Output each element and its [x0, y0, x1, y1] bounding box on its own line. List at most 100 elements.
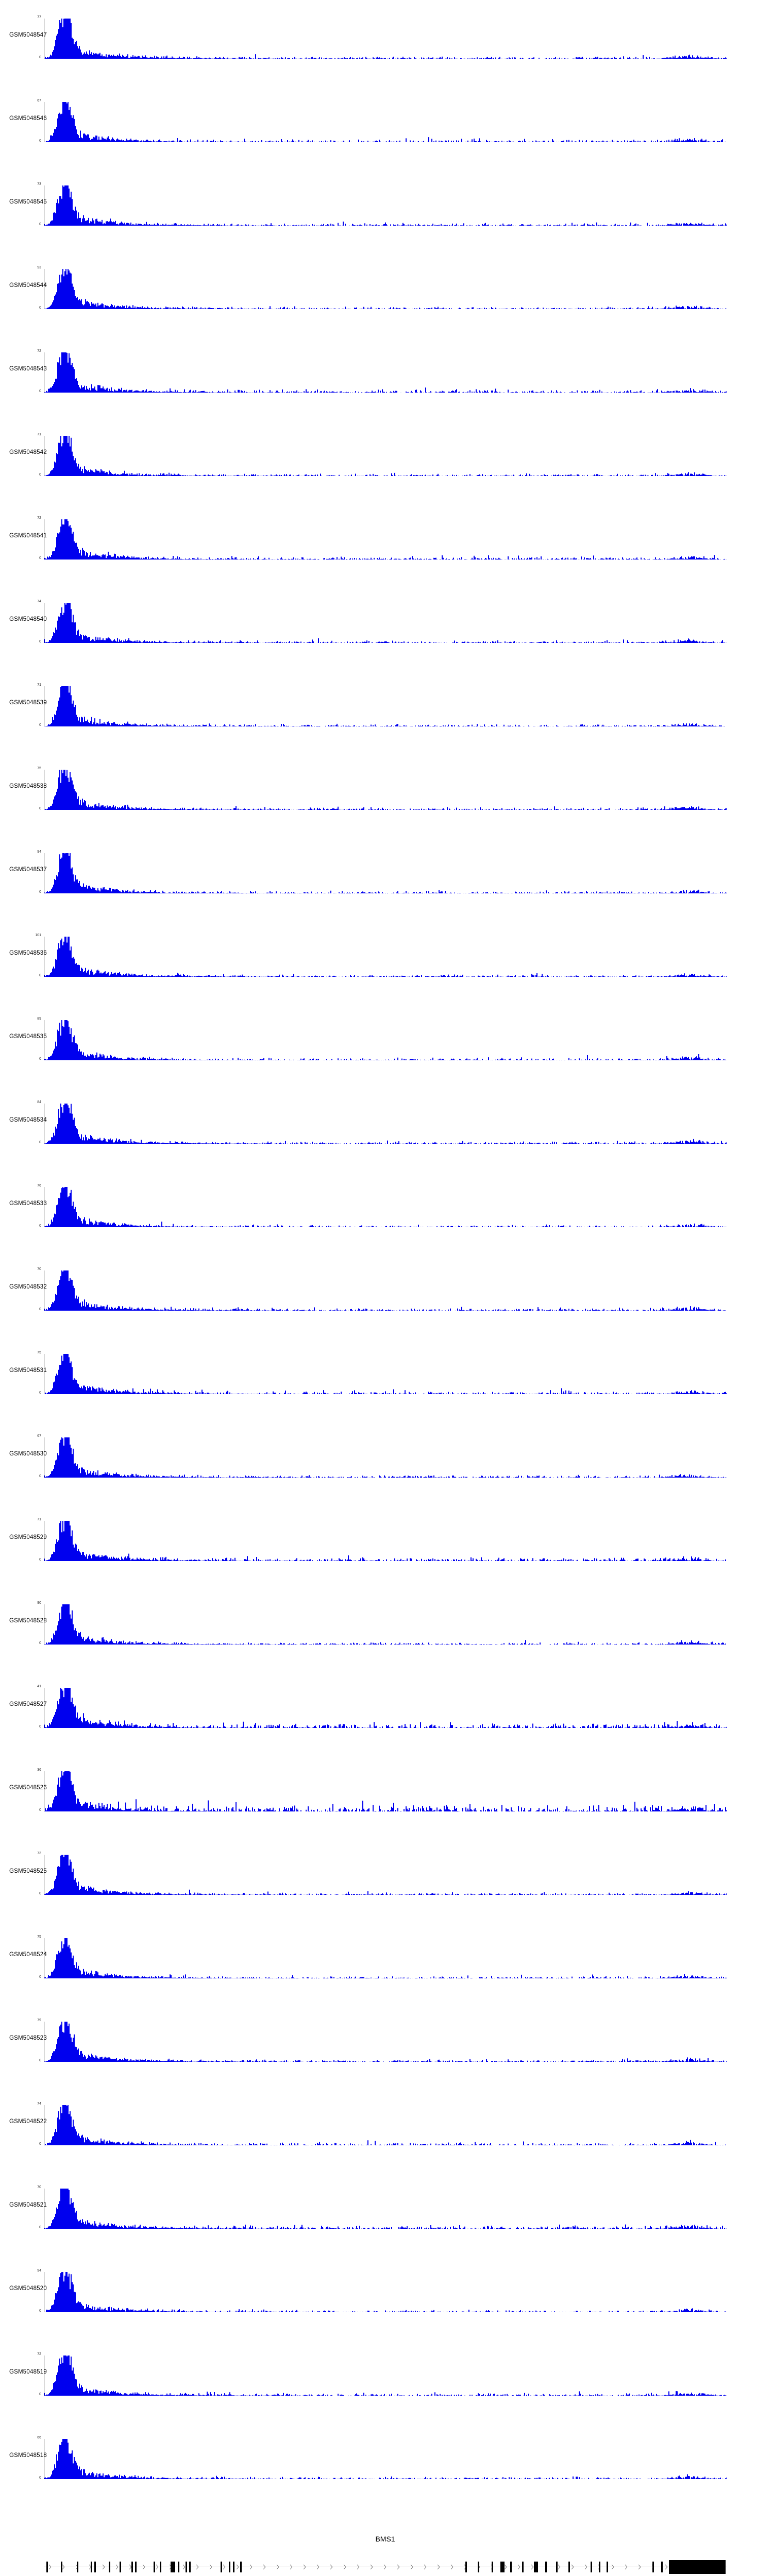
exon-box: [492, 2562, 493, 2572]
coverage-histogram: [44, 1354, 727, 1394]
coverage-track: GSM5048524 75 0: [0, 1934, 773, 2018]
track-yaxis-max-label: 89: [37, 1017, 41, 1021]
exon-box: [131, 2562, 133, 2572]
coverage-track: GSM5048535 89 0: [0, 1016, 773, 1099]
strand-arrow-icon: [450, 2564, 453, 2570]
exon-box: [478, 2562, 479, 2572]
track-yaxis-min-label: 0: [39, 890, 41, 894]
strand-arrow-icon: [424, 2564, 427, 2570]
exon-box: [661, 2562, 663, 2572]
exon-box: [607, 2562, 608, 2572]
strand-arrow-icon: [115, 2564, 119, 2570]
track-label: GSM5048536: [9, 950, 47, 956]
track-label: GSM5048531: [9, 1367, 47, 1374]
strand-arrow-icon: [531, 2564, 534, 2570]
track-label: GSM5048541: [9, 533, 47, 539]
strand-arrow-icon: [236, 2564, 239, 2570]
track-label: GSM5048538: [9, 783, 47, 789]
coverage-histogram: [44, 1604, 727, 1645]
coverage-histogram: [44, 853, 727, 893]
exon-box: [599, 2562, 600, 2572]
exon-box: [240, 2562, 242, 2572]
track-label: GSM5048525: [9, 1868, 47, 1874]
track-label: GSM5048521: [9, 2202, 47, 2208]
coverage-histogram: [44, 1270, 727, 1311]
strand-arrow-icon: [343, 2564, 346, 2570]
strand-arrow-icon: [102, 2564, 105, 2570]
coverage-track: GSM5048544 93 0: [0, 265, 773, 348]
track-yaxis-max-label: 94: [37, 2269, 41, 2273]
track-label: GSM5048532: [9, 1284, 47, 1290]
track-yaxis-max-label: 75: [37, 1351, 41, 1354]
coverage-plot: [44, 770, 727, 810]
coverage-histogram: [44, 102, 727, 142]
coverage-plot: [44, 937, 727, 977]
coverage-track: GSM5048546 67 0: [0, 98, 773, 181]
exon-box: [171, 2562, 175, 2572]
coverage-track: GSM5048533 76 0: [0, 1183, 773, 1266]
exon-box: [46, 2562, 48, 2572]
exon-box: [94, 2562, 96, 2572]
strand-arrow-icon: [611, 2564, 614, 2570]
track-yaxis-max-label: 93: [37, 266, 41, 269]
exon-box: [591, 2562, 592, 2572]
coverage-plot: [44, 2022, 727, 2062]
coverage-plot: [44, 436, 727, 476]
strand-arrow-icon: [249, 2564, 253, 2570]
coverage-histogram: [44, 2439, 727, 2479]
exon-box: [652, 2562, 654, 2572]
track-yaxis-max-label: 75: [37, 767, 41, 770]
strand-arrow-icon: [263, 2564, 266, 2570]
track-label: GSM5048539: [9, 700, 47, 706]
track-yaxis-min-label: 0: [39, 139, 41, 143]
coverage-plot: [44, 1688, 727, 1728]
coverage-plot: [44, 2189, 727, 2229]
coverage-plot: [44, 102, 727, 142]
track-yaxis-max-label: 66: [37, 2436, 41, 2439]
coverage-histogram: [44, 1437, 727, 1478]
coverage-plot: [44, 19, 727, 59]
exon-box: [189, 2562, 191, 2572]
exon-box: [556, 2562, 558, 2572]
track-yaxis-min-label: 0: [39, 473, 41, 477]
track-yaxis-max-label: 71: [37, 433, 41, 436]
coverage-track: GSM5048539 71 0: [0, 682, 773, 766]
exon-box: [178, 2562, 179, 2572]
strand-arrow-icon: [397, 2564, 400, 2570]
coverage-track: GSM5048543 72 0: [0, 348, 773, 432]
exon-box: [186, 2562, 187, 2572]
strand-arrow-icon: [142, 2564, 145, 2570]
utr-box: [669, 2560, 726, 2574]
coverage-track: GSM5048521 70 0: [0, 2184, 773, 2268]
coverage-plot: [44, 853, 727, 893]
track-label: GSM5048543: [9, 366, 47, 372]
coverage-plot: [44, 686, 727, 726]
exon-box: [510, 2562, 512, 2572]
coverage-plot: [44, 519, 727, 560]
strand-arrow-icon: [558, 2564, 561, 2570]
track-yaxis-min-label: 0: [39, 974, 41, 977]
track-label: GSM5048523: [9, 2035, 47, 2041]
coverage-histogram: [44, 1020, 727, 1060]
coverage-track: GSM5048534 84 0: [0, 1099, 773, 1183]
track-label: GSM5048529: [9, 1534, 47, 1540]
strand-arrow-icon: [182, 2564, 186, 2570]
track-yaxis-max-label: 79: [37, 2019, 41, 2022]
track-yaxis-min-label: 0: [39, 56, 41, 59]
coverage-plot: [44, 269, 727, 309]
coverage-plot: [44, 2355, 727, 2396]
coverage-track: GSM5048520 94 0: [0, 2268, 773, 2351]
strand-arrow-icon: [290, 2564, 293, 2570]
track-label: GSM5048527: [9, 1701, 47, 1707]
track-yaxis-min-label: 0: [39, 640, 41, 643]
track-label: GSM5048542: [9, 449, 47, 455]
track-label: GSM5048519: [9, 2369, 47, 2375]
track-yaxis-max-label: 73: [37, 1852, 41, 1855]
strand-arrow-icon: [330, 2564, 333, 2570]
coverage-histogram: [44, 1187, 727, 1227]
strand-arrow-icon: [665, 2564, 668, 2570]
track-yaxis-min-label: 0: [39, 1224, 41, 1228]
coverage-plot: [44, 1521, 727, 1561]
coverage-histogram: [44, 1938, 727, 1978]
